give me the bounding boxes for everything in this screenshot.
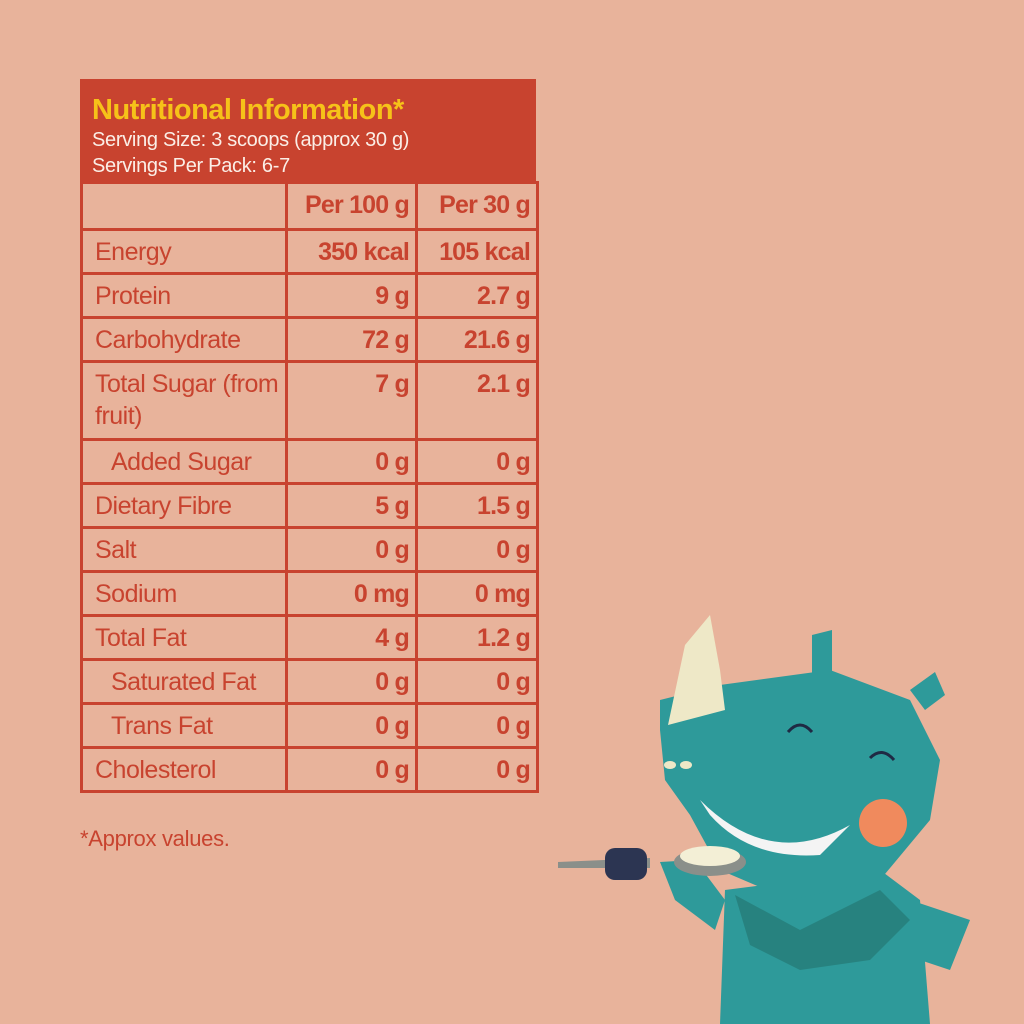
rhino-eye-left [786,723,814,734]
rhino-mouth [700,800,850,856]
table-row: Sodium 0 mg 0 mg [80,570,539,617]
value-per-30g: 0 g [415,702,539,749]
table-row: Added Sugar 0 g 0 g [80,438,539,485]
rhino-arm [660,860,725,930]
nutrient-label: Added Sugar [80,438,288,485]
footnote: *Approx values. [80,826,230,851]
nutrient-label: Cholesterol [80,746,288,793]
column-header-per-30g: Per 30 g [415,181,539,231]
column-header-empty [80,181,288,231]
rhino-ear-right [910,672,945,710]
table-row: Carbohydrate 72 g 21.6 g [80,316,539,363]
table-row: Salt 0 g 0 g [80,526,539,573]
value-per-30g: 0 g [415,438,539,485]
nutrition-panel: Nutritional Information* Serving Size: 3… [80,79,539,793]
value-per-30g: 2.7 g [415,272,539,319]
value-per-30g: 0 mg [415,570,539,617]
table-row: Trans Fat 0 g 0 g [80,702,539,749]
value-per-100g: 5 g [285,482,418,529]
value-per-100g: 0 g [285,526,418,573]
value-per-30g: 105 kcal [415,228,539,275]
table-row: Dietary Fibre 5 g 1.5 g [80,482,539,529]
rhino-nostril [664,761,676,769]
rhino-hand-arm [910,900,970,970]
nutrient-label: Salt [80,526,288,573]
value-per-100g: 72 g [285,316,418,363]
servings-per-pack: Servings Per Pack: 6-7 [92,155,290,177]
nutrient-label: Protein [80,272,288,319]
value-per-30g: 1.5 g [415,482,539,529]
nutrient-label: Dietary Fibre [80,482,288,529]
nutrient-label: Trans Fat [80,702,288,749]
value-per-30g: 1.2 g [415,614,539,661]
value-per-100g: 0 g [285,746,418,793]
spoon-food [680,846,740,866]
value-per-30g: 21.6 g [415,316,539,363]
value-per-30g: 0 g [415,746,539,793]
rhino-hand [605,848,647,880]
value-per-100g: 4 g [285,614,418,661]
nutrition-title: Nutritional Information* [92,94,404,126]
value-per-100g: 0 g [285,438,418,485]
table-row: Saturated Fat 0 g 0 g [80,658,539,705]
table-header-row: Per 100 g Per 30 g [80,181,539,231]
value-per-30g: 0 g [415,526,539,573]
table-row: Total Fat 4 g 1.2 g [80,614,539,661]
table-row: Protein 9 g 2.7 g [80,272,539,319]
value-per-100g: 350 kcal [285,228,418,275]
nutrient-label: Energy [80,228,288,275]
nutrient-label: Sodium [80,570,288,617]
value-per-30g: 2.1 g [415,360,539,441]
table-row: Total Sugar (from fruit) 7 g 2.1 g [80,360,539,441]
rhino-cheek [859,799,907,847]
value-per-30g: 0 g [415,658,539,705]
rhino-ear-left [812,630,832,680]
value-per-100g: 0 g [285,702,418,749]
nutrient-label: Saturated Fat [80,658,288,705]
value-per-100g: 7 g [285,360,418,441]
value-per-100g: 9 g [285,272,418,319]
rhino-bib [735,890,910,970]
column-header-per-100g: Per 100 g [285,181,418,231]
value-per-100g: 0 mg [285,570,418,617]
nutrient-label: Total Sugar (from fruit) [80,360,288,441]
nutrition-header: Nutritional Information* Serving Size: 3… [80,79,536,177]
nutrition-table: Per 100 g Per 30 g Energy 350 kcal 105 k… [80,181,539,793]
rhino-horn [668,615,725,725]
table-row: Energy 350 kcal 105 kcal [80,228,539,275]
table-row: Cholesterol 0 g 0 g [80,746,539,793]
nutrient-label: Carbohydrate [80,316,288,363]
rhino-eye-right [868,751,896,762]
serving-size: Serving Size: 3 scoops (approx 30 g) [92,129,410,151]
rhino-mascot-illustration [558,615,970,1024]
rhino-nostril [680,761,692,769]
nutrient-label: Total Fat [80,614,288,661]
value-per-100g: 0 g [285,658,418,705]
